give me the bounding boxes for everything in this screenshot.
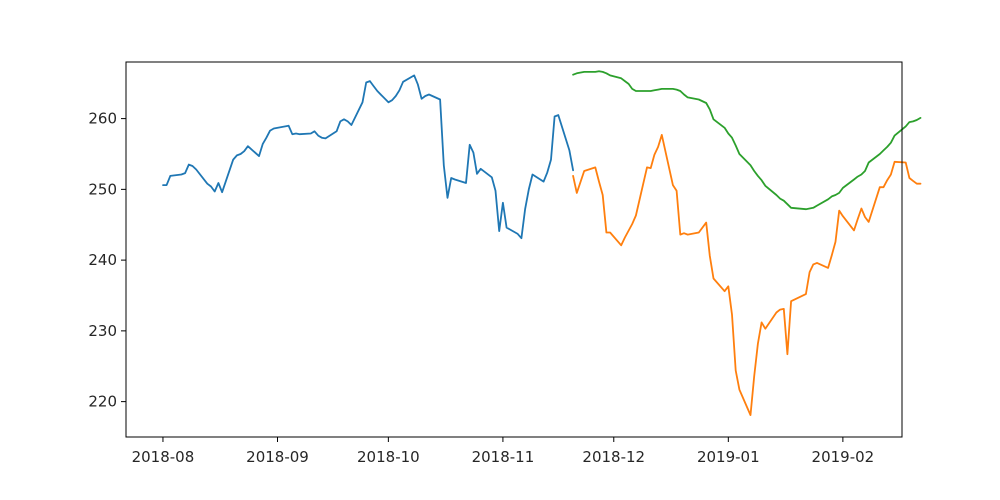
x-tick-label: 2018-08 (132, 448, 195, 466)
plot-area-frame (125, 61, 903, 438)
y-axis-ticks: 220 230 240 250 260 (88, 110, 126, 411)
y-tick-label: 240 (88, 251, 117, 269)
x-axis-ticks: 2018-08 2018-09 2018-10 2018-11 2018-12 2019-… (132, 437, 875, 466)
series-line-1 (162, 74, 574, 240)
series-line-3 (572, 70, 922, 211)
x-tick-label: 2019-01 (697, 448, 760, 466)
y-tick-label: 260 (88, 110, 117, 128)
x-tick-label: 2018-11 (472, 448, 535, 466)
series-line-2 (572, 133, 922, 417)
y-tick-label: 220 (88, 393, 117, 411)
y-tick-label: 230 (88, 322, 117, 340)
x-tick-label: 2018-10 (357, 448, 420, 466)
y-tick-label: 250 (88, 180, 117, 198)
x-tick-label: 2018-09 (246, 448, 309, 466)
x-tick-label: 2019-02 (812, 448, 875, 466)
x-tick-label: 2018-12 (582, 448, 645, 466)
series-lines (162, 70, 922, 417)
